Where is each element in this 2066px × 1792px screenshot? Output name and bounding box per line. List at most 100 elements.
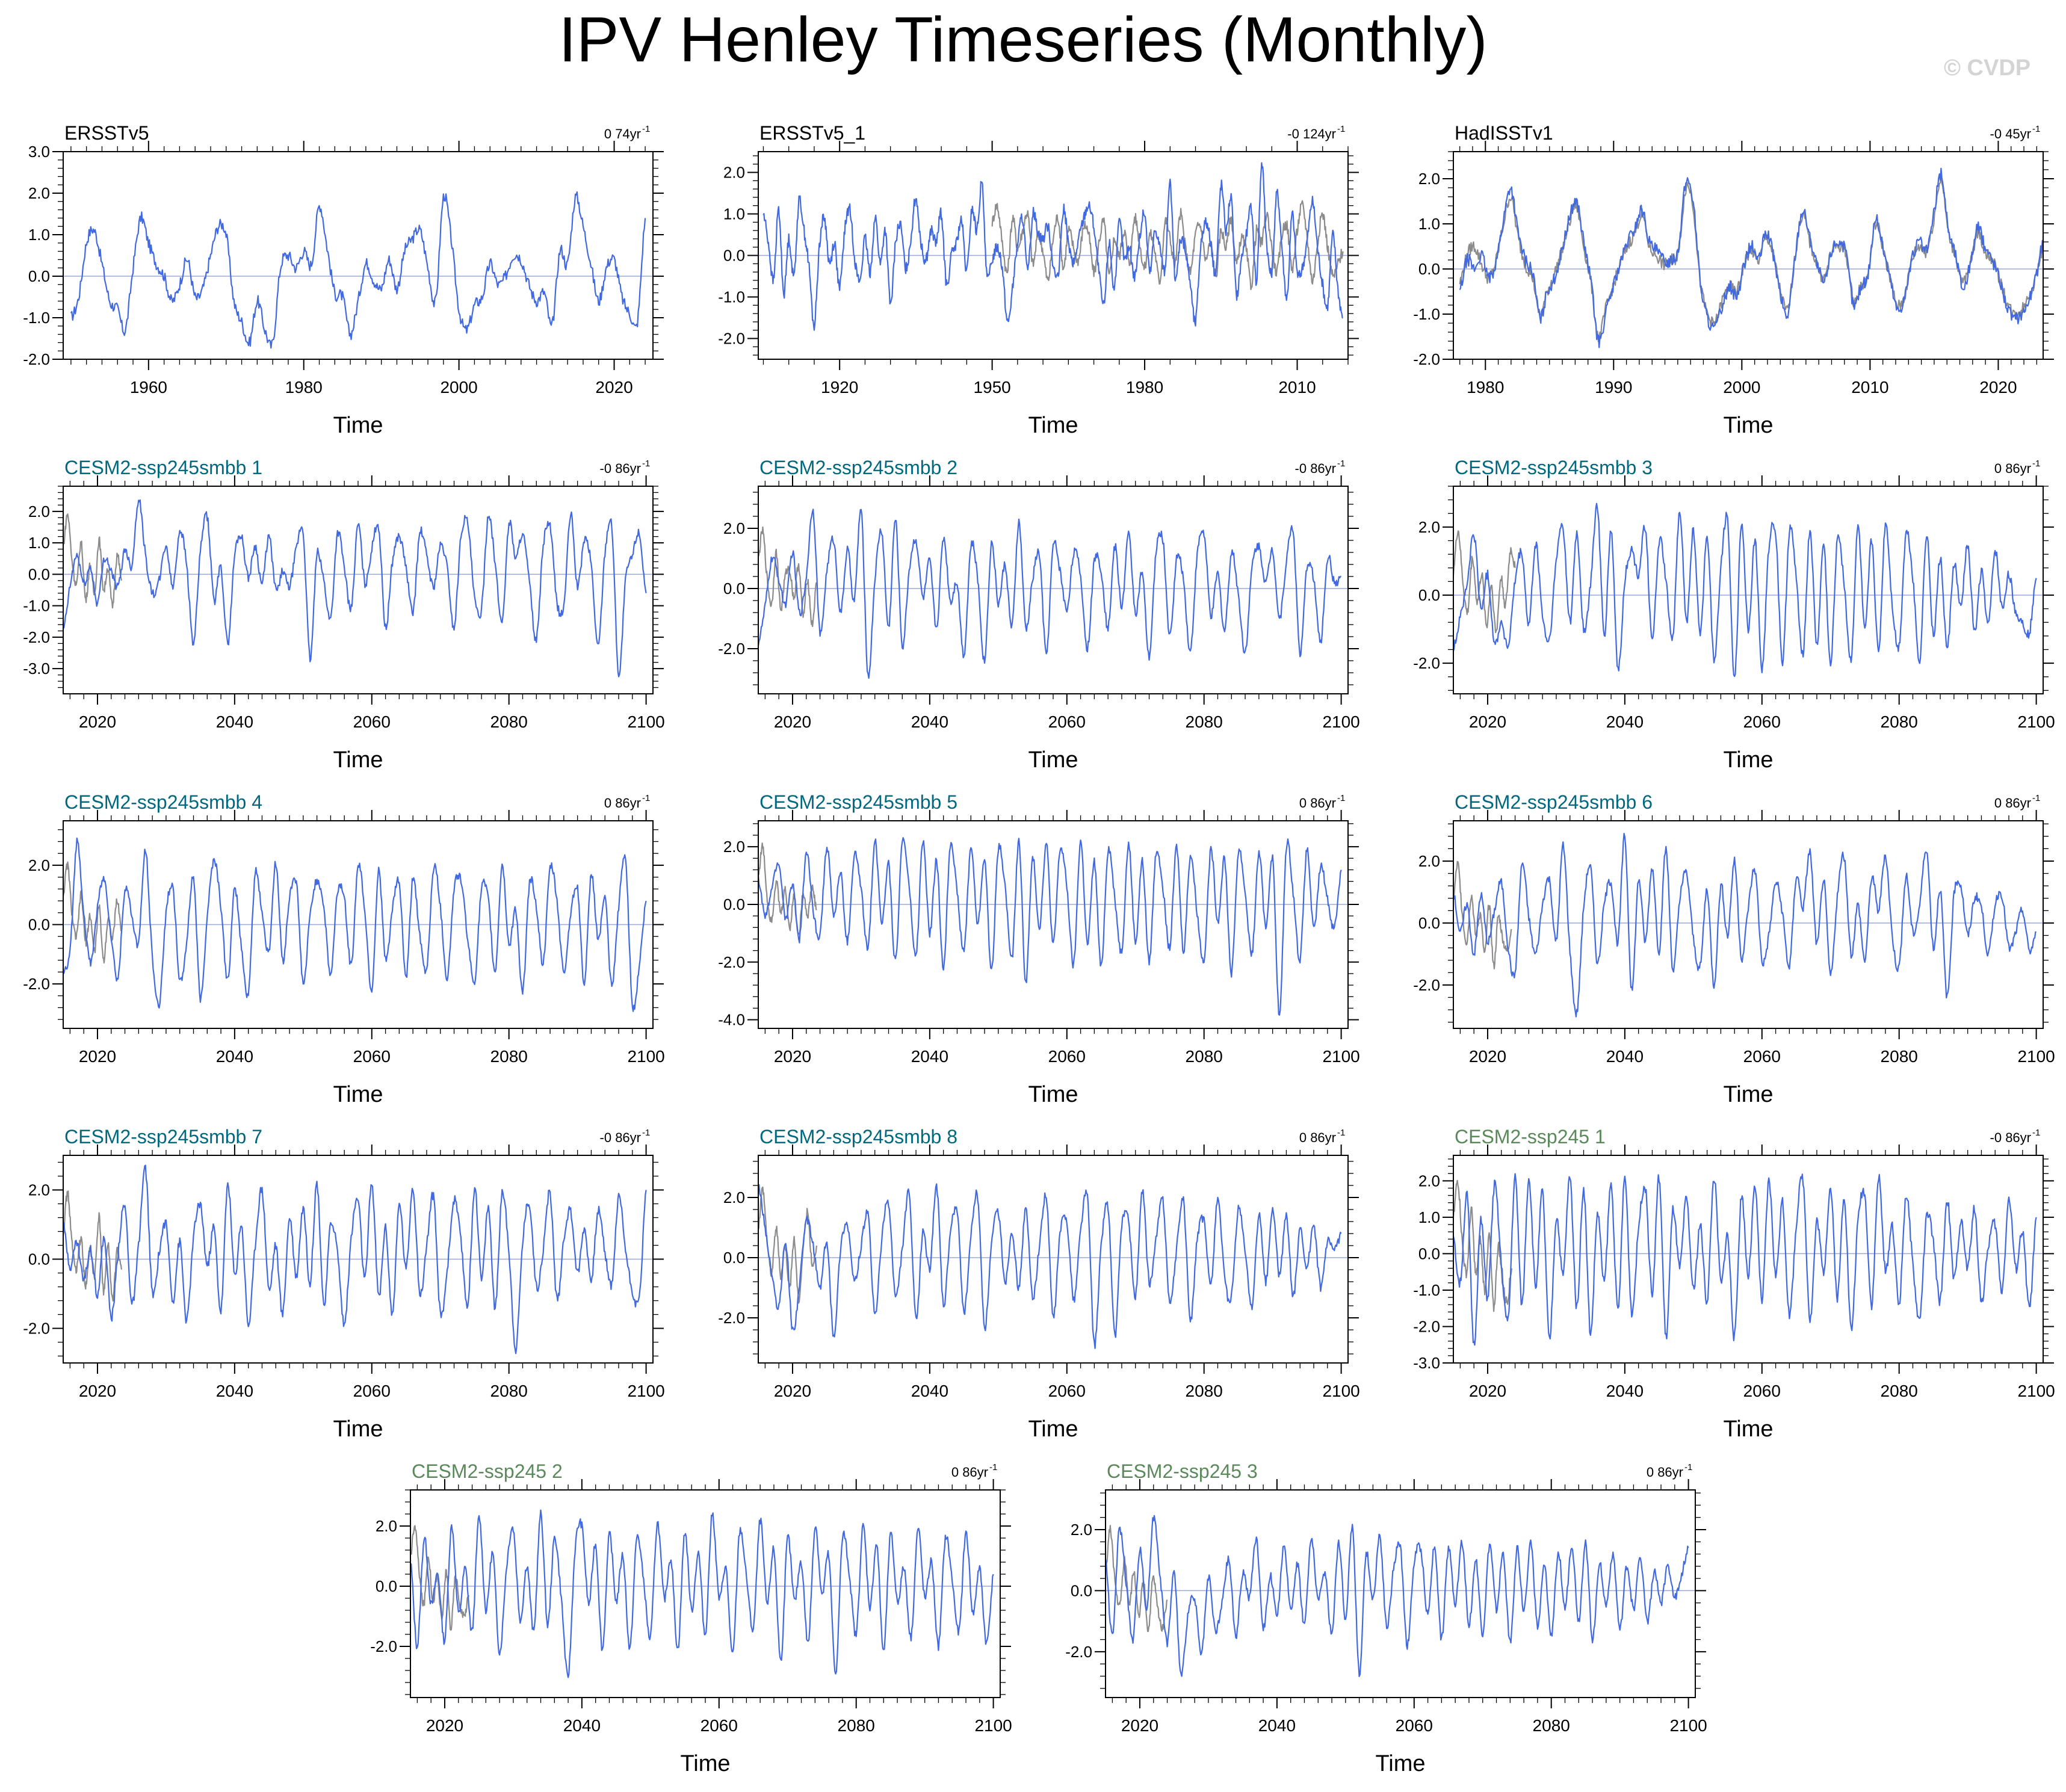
x-tick-label: 2020 — [1469, 1047, 1506, 1066]
series-line — [1104, 1515, 1689, 1677]
chart-title: CESM2-ssp245smbb 4 — [64, 791, 262, 813]
y-tick-label: 0.0 — [1418, 1244, 1440, 1262]
series-line — [1452, 1173, 2037, 1346]
y-tick-label: 2.0 — [28, 856, 50, 874]
chart-svg: CESM2-ssp245smbb 3 0 86yr -1 2020 2040 2060 20… — [1413, 457, 2055, 773]
y-tick-label: -2.0 — [718, 330, 745, 348]
chart-svg: CESM2-ssp245smbb 8 0 86yr -1 2020 2040 2060 20… — [718, 1126, 1360, 1442]
chart-panel: CESM2-ssp245smbb 4 0 86yr -1 2020 2040 2060 20… — [12, 777, 704, 1114]
x-tick-label: 2060 — [701, 1716, 738, 1735]
chart-panel: CESM2-ssp245 1 -0 86yr -1 2020 2040 2060 2080 2… — [1402, 1112, 2066, 1449]
x-tick-label: 2040 — [216, 1382, 253, 1400]
x-tick-label: 1960 — [130, 378, 167, 397]
x-tick-label: 2040 — [1258, 1716, 1296, 1735]
x-tick-label: 2020 — [774, 1382, 811, 1400]
x-tick-label: 2010 — [1851, 378, 1888, 397]
chart-title: CESM2-ssp245smbb 7 — [64, 1126, 262, 1148]
x-tick-label: 2080 — [1186, 1047, 1223, 1066]
x-tick-label: 2020 — [79, 1047, 116, 1066]
x-tick-label: 2020 — [774, 712, 811, 731]
plot-frame — [1453, 1155, 2044, 1364]
trend-label: -0 45yr — [1990, 126, 2031, 141]
y-tick-label: 1.0 — [723, 205, 745, 223]
series-line — [1459, 167, 2044, 348]
y-tick-label: 0.0 — [28, 267, 50, 285]
chart-panel: CESM2-ssp245 3 0 86yr -1 2020 2040 2060 2080 21… — [1054, 1447, 1746, 1784]
comparison-series-line — [1452, 530, 1516, 634]
y-tick-label: -2.0 — [718, 953, 745, 971]
y-tick-label: 2.0 — [1418, 1172, 1440, 1190]
chart-title: CESM2-ssp245smbb 2 — [759, 457, 957, 478]
series-line — [62, 1164, 647, 1355]
trend-exponent: -1 — [2032, 459, 2040, 469]
x-tick-label: 2020 — [1469, 712, 1506, 731]
chart-svg: CESM2-ssp245 1 -0 86yr -1 2020 2040 2060 2080 2… — [1413, 1126, 2055, 1442]
y-tick-label: 0.0 — [376, 1577, 397, 1595]
y-tick-label: 2.0 — [723, 1188, 745, 1207]
y-tick-label: 2.0 — [28, 184, 50, 202]
plot-frame — [63, 486, 654, 694]
x-axis-label: Time — [1028, 747, 1078, 773]
series-line — [758, 1183, 1342, 1349]
x-tick-label: 2000 — [440, 378, 477, 397]
x-tick-label: 2080 — [1186, 1382, 1223, 1400]
series-line — [757, 508, 1341, 679]
trend-label: -0 86yr — [1990, 1130, 2031, 1145]
trend-label: -0 86yr — [1295, 461, 1336, 476]
trend-exponent: -1 — [1337, 1128, 1345, 1138]
x-tick-label: 2060 — [353, 712, 391, 731]
x-tick-label: 2080 — [838, 1716, 875, 1735]
comparison-series-line — [62, 1190, 122, 1302]
series-line — [70, 191, 646, 349]
y-tick-label: 2.0 — [723, 838, 745, 856]
y-tick-label: 0.0 — [1418, 586, 1440, 604]
x-tick-label: 2100 — [1669, 1716, 1707, 1735]
x-tick-label: 2060 — [1048, 1382, 1086, 1400]
x-tick-label: 2060 — [1743, 712, 1781, 731]
x-tick-label: 2020 — [79, 1382, 116, 1400]
plot-frame — [63, 151, 654, 360]
trend-label: 0 86yr — [1647, 1465, 1683, 1480]
watermark-text: © CVDP — [1944, 55, 2031, 81]
y-tick-label: 0.0 — [28, 565, 50, 583]
chart-panel: CESM2-ssp245smbb 6 0 86yr -1 2020 2040 2060 20… — [1402, 777, 2066, 1114]
comparison-series-line — [1452, 860, 1512, 969]
y-tick-label: 2.0 — [723, 519, 745, 537]
chart-title: CESM2-ssp245smbb 5 — [759, 791, 957, 813]
x-tick-label: 2080 — [490, 1382, 528, 1400]
x-tick-label: 1920 — [821, 378, 858, 397]
x-axis-label: Time — [1375, 1751, 1425, 1776]
trend-label: 0 86yr — [1994, 461, 2031, 476]
x-tick-label: 2080 — [1881, 712, 1918, 731]
chart-panel: ERSSTv5 0 74yr -1 1960 1980 2000 2020 -2.0 -1.0 0… — [12, 108, 704, 445]
x-axis-label: Time — [333, 1082, 383, 1107]
series-line — [1452, 833, 2037, 1018]
x-tick-label: 2100 — [974, 1716, 1012, 1735]
chart-title: CESM2-ssp245 1 — [1455, 1126, 1606, 1148]
trend-exponent: -1 — [2032, 124, 2040, 134]
chart-svg: CESM2-ssp245smbb 4 0 86yr -1 2020 2040 2060 20… — [23, 791, 665, 1107]
y-tick-label: -2.0 — [23, 975, 50, 993]
x-tick-label: 2100 — [1322, 712, 1359, 731]
y-tick-label: 0.0 — [28, 916, 50, 934]
plot-frame — [1453, 151, 2044, 360]
x-tick-label: 2040 — [1606, 1382, 1644, 1400]
x-tick-label: 2020 — [595, 378, 632, 397]
x-tick-label: 2040 — [216, 1047, 253, 1066]
x-tick-label: 2100 — [627, 1382, 664, 1400]
chart-panel: CESM2-ssp245smbb 5 0 86yr -1 2020 2040 2060 20… — [707, 777, 1399, 1114]
trend-label: 0 86yr — [1994, 796, 2031, 811]
x-tick-label: 2040 — [1606, 1047, 1644, 1066]
y-tick-label: -2.0 — [370, 1637, 397, 1655]
y-tick-label: -2.0 — [1065, 1643, 1092, 1661]
plot-frame — [758, 486, 1349, 694]
x-tick-label: 2100 — [2017, 712, 2055, 731]
x-tick-label: 2080 — [1881, 1047, 1918, 1066]
trend-exponent: -1 — [2032, 1128, 2040, 1138]
x-axis-label: Time — [1028, 1082, 1078, 1107]
y-tick-label: 0.0 — [723, 895, 745, 913]
series-line — [762, 162, 1343, 331]
x-tick-label: 2040 — [911, 1047, 948, 1066]
x-tick-label: 1980 — [285, 378, 323, 397]
chart-panel: CESM2-ssp245smbb 7 -0 86yr -1 2020 2040 2060 2… — [12, 1112, 704, 1449]
